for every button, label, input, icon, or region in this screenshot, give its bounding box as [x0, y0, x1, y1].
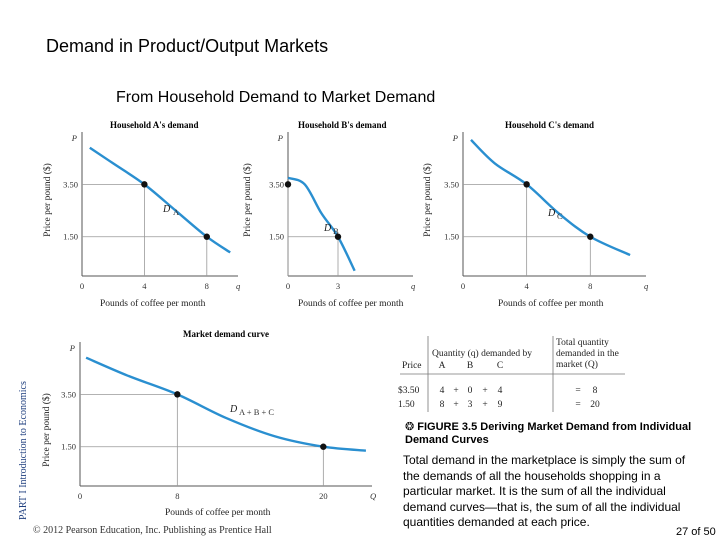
curve-label-sub: C — [557, 211, 563, 221]
y-axis-symbol: P — [452, 133, 458, 143]
table-cell-eq: = — [575, 400, 580, 410]
table-header-price: Price — [402, 361, 422, 371]
data-point — [141, 181, 148, 188]
slide-subtitle: From Household Demand to Market Demand — [116, 89, 436, 106]
figure-icon: ❂ — [405, 421, 415, 433]
table-cell-a: 4 — [440, 386, 445, 396]
x-axis-symbol: Q — [370, 491, 376, 501]
y-axis-label: Price per pound ($) — [242, 163, 253, 237]
x-tick-label: 0 — [80, 281, 84, 291]
curve-label: D — [229, 404, 238, 415]
data-point — [284, 181, 292, 188]
x-tick-label: 8 — [175, 491, 179, 501]
table-cell-price: $3.50 — [398, 385, 420, 396]
x-tick-label: 0 — [78, 491, 82, 501]
y-tick-label: 1.50 — [63, 232, 78, 242]
y-axis-symbol: P — [277, 133, 283, 143]
figure-label: FIGURE 3.5 — [417, 421, 478, 433]
x-axis-symbol: q — [236, 281, 241, 291]
x-tick-label: 20 — [319, 491, 328, 501]
y-axis-label: Price per pound ($) — [42, 163, 53, 237]
x-tick-label: 4 — [142, 281, 147, 291]
table-cell-total: 20 — [590, 400, 600, 410]
chart-panel-4: Market demand curve P Q Pounds of coffee pe… — [41, 329, 376, 518]
chart-panel-3: Household C's demand Pq Pounds of coffee p… — [422, 120, 649, 309]
page-number: 27 of 50 — [676, 526, 716, 538]
x-tick-label: 0 — [286, 281, 290, 291]
y-tick-label: 3.50 — [61, 389, 76, 399]
table-cell-eq: = — [575, 386, 580, 396]
table-header-total: Total quantity demanded in the market (Q) — [556, 338, 619, 370]
x-tick-label: 8 — [588, 281, 592, 291]
curve-label-sub: B — [333, 226, 339, 236]
x-tick-label: 0 — [461, 281, 465, 291]
demand-table: Price Quantity (q) demanded by Total quant… — [398, 336, 625, 412]
chart-title: Household B's demand — [298, 120, 387, 130]
chart-title: Household A's demand — [110, 120, 199, 130]
x-axis-symbol: q — [644, 281, 649, 291]
table-cell-plus2: + — [482, 400, 487, 410]
table-header-total-line: market (Q) — [556, 359, 598, 370]
x-axis-label: Pounds of coffee per month — [298, 298, 404, 309]
demand-curve — [287, 176, 356, 272]
y-axis-label: Price per pound ($) — [422, 163, 433, 237]
table-header-total-line: demanded in the — [556, 349, 619, 359]
y-axis-symbol: P — [69, 343, 75, 353]
data-point — [523, 181, 530, 188]
curve-label: D — [162, 204, 171, 215]
data-point — [320, 443, 327, 450]
data-point — [334, 233, 342, 240]
table-cell-price: 1.50 — [398, 400, 415, 410]
y-tick-label: 1.50 — [444, 232, 459, 242]
curve-label-sub: A — [173, 207, 180, 217]
x-tick-label: 3 — [336, 281, 340, 291]
x-tick-label: 4 — [525, 281, 530, 291]
y-tick-label: 3.50 — [63, 179, 78, 189]
demand-curve — [85, 356, 367, 452]
chart-title: Household C's demand — [505, 120, 594, 130]
data-point — [174, 391, 181, 398]
table-cell-plus2: + — [482, 386, 487, 396]
y-tick-label: 1.50 — [61, 442, 76, 452]
table-cell-plus1: + — [453, 386, 458, 396]
table-cell-c: 4 — [498, 386, 503, 396]
x-axis-label: Pounds of coffee per month — [100, 298, 206, 309]
table-cell-total: 8 — [593, 386, 598, 396]
figure-title: Deriving Market Demand from Individual D… — [405, 421, 692, 446]
curve-label: D — [323, 223, 332, 234]
table-cell-b: 3 — [468, 400, 473, 410]
curve-label-sub: A + B + C — [239, 407, 274, 417]
data-point — [587, 233, 594, 240]
y-tick-label: 3.50 — [444, 179, 459, 189]
table-cell-plus1: + — [453, 400, 458, 410]
figure-caption: ❂ FIGURE 3.5 Deriving Market Demand from… — [405, 421, 720, 447]
table-cell-b: 0 — [468, 386, 473, 396]
curve-label: D — [547, 208, 556, 219]
table-household-a: A — [439, 361, 446, 371]
chart-title: Market demand curve — [183, 329, 269, 339]
x-tick-label: 8 — [205, 281, 209, 291]
table-header-quantity: Quantity (q) demanded by — [432, 348, 532, 359]
slide-title: Demand in Product/Output Markets — [46, 36, 329, 56]
x-axis-label: Pounds of coffee per month — [165, 507, 271, 518]
table-household-b: B — [467, 361, 473, 371]
table-cell-c: 9 — [498, 400, 503, 410]
table-header-total-line: Total quantity — [556, 338, 609, 348]
chart-panel-2: Household B's demand Pq Pounds of coffee p… — [242, 120, 416, 309]
chart-panel-1: Household A's demand Pq Pounds of coffee p… — [42, 120, 241, 309]
y-axis-label: Price per pound ($) — [41, 393, 52, 467]
caption-body: Total demand in the marketplace is simpl… — [403, 453, 686, 529]
data-point — [203, 233, 210, 240]
table-cell-a: 8 — [440, 400, 445, 410]
y-tick-label: 3.50 — [269, 179, 284, 189]
y-tick-label: 1.50 — [269, 232, 284, 242]
x-axis-label: Pounds of coffee per month — [498, 298, 604, 309]
copyright: © 2012 Pearson Education, Inc. Publishin… — [33, 525, 272, 536]
y-axis-symbol: P — [71, 133, 77, 143]
table-household-c: C — [497, 361, 503, 371]
demand-curve — [470, 139, 631, 257]
x-axis-symbol: q — [411, 281, 416, 291]
